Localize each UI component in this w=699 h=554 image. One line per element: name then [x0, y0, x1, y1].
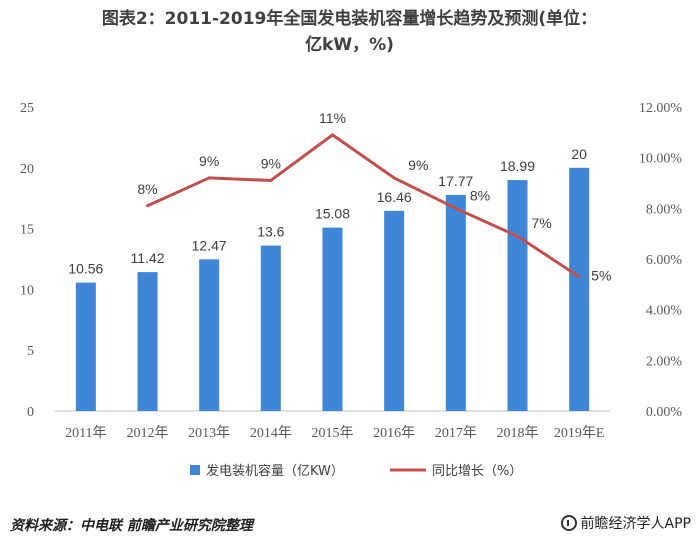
bar	[445, 194, 466, 411]
left-tick-label: 25	[20, 101, 34, 116]
bar-data-label: 15.08	[315, 206, 350, 222]
chart-title: 图表2：2011-2019年全国发电装机容量增长趋势及预测(单位： 亿kW，%)	[0, 6, 699, 58]
line-point	[146, 204, 149, 208]
left-tick-label: 5	[27, 344, 34, 359]
bar-data-label: 13.6	[257, 224, 284, 240]
bar	[569, 167, 590, 411]
left-tick-label: 0	[27, 405, 34, 420]
bar-series	[75, 167, 590, 411]
line-point	[454, 206, 458, 210]
left-tick-label: 10	[20, 283, 34, 298]
right-tick-label: 12.00%	[639, 101, 683, 116]
line-point	[516, 234, 519, 238]
x-tick-label: 2016年	[373, 425, 415, 441]
bar-data-label: 18.99	[500, 158, 535, 174]
line-data-label: 8%	[470, 187, 490, 203]
line-data-label: 11%	[319, 110, 346, 126]
bar-data-label: 11.42	[131, 250, 165, 266]
bar	[137, 272, 158, 411]
chart-title-line1: 图表2：2011-2019年全国发电装机容量增长趋势及预测(单位：	[101, 9, 598, 29]
right-tick-label: 10.00%	[639, 152, 683, 167]
bar	[507, 180, 528, 411]
right-tick-label: 4.00%	[646, 304, 683, 319]
line-point	[269, 178, 273, 182]
bar-data-label: 20	[571, 146, 587, 162]
line-data-label: 9%	[408, 157, 428, 173]
left-axis: 0 5 10 15 20 25	[20, 101, 34, 420]
bar-data-labels: 10.56 11.42 12.47 13.6 15.08 16.46 17.77 18.99 2…	[68, 146, 587, 277]
x-tick-label: 2018年	[497, 425, 539, 441]
x-tick-label: 2014年	[250, 425, 292, 441]
legend-bar-swatch	[190, 465, 200, 475]
line-data-label: 8%	[137, 181, 157, 197]
bar	[322, 227, 343, 411]
left-tick-label: 15	[20, 223, 34, 238]
x-tick-label: 2019年E	[554, 425, 605, 441]
line-point	[207, 176, 211, 180]
line-point	[392, 176, 396, 180]
x-tick-label: 2011年	[65, 425, 106, 441]
bar-data-label: 12.47	[192, 237, 227, 253]
right-tick-label: 2.00%	[646, 354, 683, 369]
left-tick-label: 20	[20, 162, 34, 177]
bar-data-label: 10.56	[68, 261, 103, 277]
line-data-label: 9%	[199, 153, 219, 169]
right-tick-label: 6.00%	[646, 253, 683, 268]
bar	[75, 282, 96, 411]
bar	[260, 245, 281, 411]
legend-bar-label: 发电装机容量（亿KW）	[206, 463, 344, 479]
bar	[199, 259, 220, 411]
right-tick-label: 8.00%	[646, 202, 683, 217]
right-tick-label: 0.00%	[646, 405, 683, 420]
x-tick-label: 2013年	[188, 425, 230, 441]
bar-data-label: 17.77	[438, 173, 473, 189]
chart-title-line2: 亿kW，%)	[305, 35, 394, 55]
right-axis: 0.00% 2.00% 4.00% 6.00% 8.00% 10.00% 12.00%	[639, 101, 683, 420]
legend-line-label: 同比增长（%）	[432, 464, 522, 479]
line-point	[331, 133, 334, 137]
x-tick-label: 2017年	[435, 425, 477, 441]
bar	[384, 210, 405, 411]
x-tick-label: 2015年	[312, 425, 354, 441]
line-data-label: 7%	[532, 215, 552, 231]
line-data-label: 5%	[591, 268, 611, 284]
line-data-label: 9%	[261, 155, 281, 171]
brand-label: 前瞻经济学人APP	[580, 516, 691, 532]
bar-data-label: 16.46	[377, 189, 412, 205]
line-point	[577, 275, 581, 279]
brand-logo-icon	[560, 515, 577, 531]
legend: 发电装机容量（亿KW） 同比增长（%）	[190, 463, 522, 479]
line-data-labels: 8% 9% 9% 11% 9% 8% 7% 5%	[137, 110, 611, 284]
line-series	[146, 133, 581, 279]
growth-line	[146, 133, 580, 278]
x-axis-tick-labels: 2011年 2012年 2013年 2014年 2015年 2016年 2017年 2018年…	[65, 425, 604, 441]
brand: 前瞻经济学人APP	[560, 513, 691, 533]
x-tick-label: 2012年	[127, 425, 169, 441]
source-note: 资料来源：中电联 前瞻产业研究院整理	[10, 518, 253, 534]
